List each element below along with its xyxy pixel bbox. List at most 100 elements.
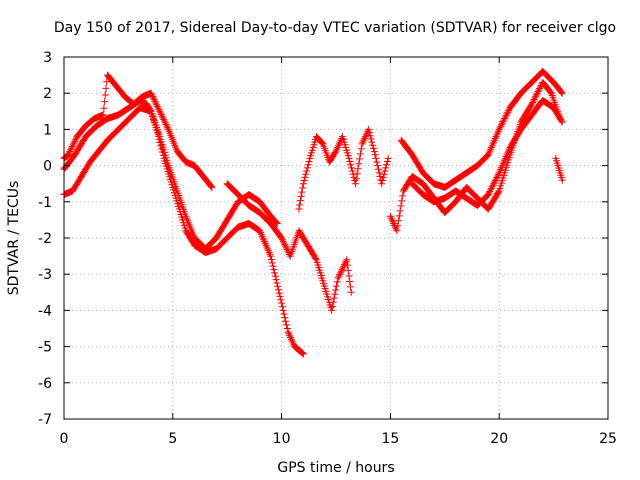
data-point-interp (383, 161, 391, 169)
data-point-interp (366, 132, 374, 140)
data-point-interp (529, 97, 537, 105)
data-point-interp (330, 294, 338, 302)
data-point-interp (493, 173, 501, 181)
data-point-interp (262, 241, 270, 249)
data-point (273, 220, 281, 228)
data-point-interp (335, 140, 343, 148)
data-point-interp (487, 145, 495, 153)
data-point-interp (103, 78, 111, 86)
data-point-interp (487, 186, 495, 194)
data-point-interp (266, 250, 274, 258)
data-point-interp (379, 173, 387, 181)
data-point (278, 299, 286, 307)
data-point-interp (257, 230, 265, 238)
data-point-interp (368, 138, 376, 146)
data-point-interp (264, 245, 272, 253)
y-tick-label: -7 (38, 412, 52, 428)
data-point-interp (157, 111, 165, 119)
data-point (393, 227, 401, 235)
x-tick-labels: 0 5 10 15 20 25 (60, 431, 617, 447)
data-point-interp (498, 119, 506, 127)
data-point-interp (361, 134, 369, 142)
data-point-interp (68, 144, 76, 152)
data-point-interp (338, 134, 346, 142)
data-point-interp (279, 237, 287, 245)
data-point-interp (488, 183, 496, 191)
data-point-interp (102, 84, 110, 92)
data-point (284, 328, 292, 336)
data-point-interp (497, 165, 505, 173)
data-point-interp (493, 131, 501, 139)
data-point-interp (501, 115, 509, 123)
data-point (208, 183, 216, 191)
data-point-interp (380, 170, 388, 178)
data-point-interp (494, 188, 502, 196)
data-point (267, 252, 275, 260)
data-point-interp (392, 225, 400, 233)
data-point-interp (158, 112, 166, 120)
data-point-interp (527, 101, 535, 109)
data-point-interp (66, 147, 74, 155)
data-point-interp (500, 158, 508, 166)
data-point-interp (259, 234, 267, 242)
data-point-interp (70, 139, 78, 147)
data-point (495, 125, 503, 133)
data-point-interp (301, 173, 309, 181)
data-point-interp (491, 136, 499, 144)
data-point-interp (364, 127, 372, 135)
data-point-interp (286, 332, 294, 340)
data-point-interp (340, 262, 348, 270)
data-point-interp (279, 306, 287, 314)
data-point-interp (317, 138, 325, 146)
data-point-interp (485, 189, 493, 197)
data-point-interp (501, 154, 509, 162)
y-axis-label: SDTVAR / TECUs (6, 181, 22, 296)
data-point-interp (271, 272, 279, 280)
data-point-interp (299, 349, 307, 357)
data-point-interp (536, 85, 544, 93)
data-point-interp (491, 177, 499, 185)
data-point-interp (283, 325, 291, 332)
x-tick-label: 25 (599, 431, 617, 447)
data-point (334, 274, 342, 282)
data-point-interp (298, 349, 306, 357)
data-point-interp (65, 149, 73, 157)
data-point-interp (152, 99, 160, 107)
data-point-interp (395, 217, 403, 225)
y-tick-label: 2 (43, 86, 52, 102)
data-point (332, 147, 340, 155)
y-tick-label: -5 (38, 340, 52, 356)
x-tick-label: 5 (168, 431, 177, 447)
data-point-interp (485, 149, 493, 157)
data-point-interp (274, 286, 282, 294)
data-point-interp (285, 330, 293, 338)
data-point-interp (496, 167, 504, 175)
data-point (358, 140, 366, 148)
data-point (378, 180, 386, 188)
data-point (528, 100, 536, 108)
data-point-interp (496, 124, 504, 132)
data-point-interp (100, 104, 108, 112)
data-point (347, 288, 355, 296)
x-tick-label: 0 (60, 431, 69, 447)
data-point-interp (333, 145, 341, 153)
data-point-interp (491, 178, 499, 186)
data-point-interp (280, 239, 288, 247)
data-point-interp (501, 113, 509, 121)
data-point-interp (491, 134, 499, 142)
data-point-interp (333, 282, 341, 290)
data-point-interp (299, 184, 307, 192)
data-point-interp (260, 236, 268, 244)
data-point-interp (297, 192, 305, 200)
data-point-interp (282, 321, 290, 329)
data-point (299, 180, 307, 188)
data-point-interp (153, 101, 161, 109)
data-point-interp (265, 248, 273, 256)
chart-title: Day 150 of 2017, Sidereal Day-to-day VTE… (54, 20, 616, 36)
data-point-interp (300, 177, 308, 185)
data-point-interp (282, 244, 290, 252)
x-tick-label: 15 (381, 431, 399, 447)
data-point-interp (489, 181, 497, 189)
data-point-interp (207, 182, 215, 190)
